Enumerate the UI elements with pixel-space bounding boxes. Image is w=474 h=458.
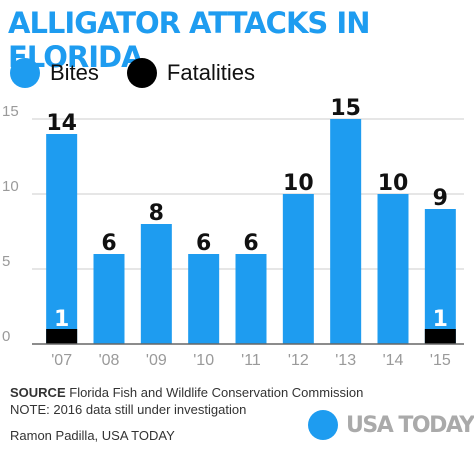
data-label: 8 [149,201,164,226]
chart-title: ALLIGATOR ATTACKS IN FLORIDA [8,6,370,74]
x-tick-label: '08 [99,352,120,369]
x-tick-label: '07 [51,352,72,369]
data-label: 14 [46,111,77,136]
x-tick-label: '14 [383,352,404,369]
usa-today-dot-icon [308,410,338,440]
bite-bar [93,254,125,344]
data-label: 15 [330,96,361,121]
credit-line: Ramon Padilla, USA TODAY [10,428,175,443]
x-tick-label: '15 [430,352,451,369]
x-tick-label: '13 [335,352,356,369]
fatality-bar [46,329,78,344]
legend-label-bites: Bites [50,60,99,85]
fatality-bar [424,329,456,344]
fatality-label: 1 [433,307,448,332]
bite-bar [140,224,172,344]
legend-item-bites: Bites [10,58,99,88]
y-tick-label: 0 [2,328,10,345]
usa-today-logo: USA TODAY [308,410,474,440]
legend: Bites Fatalities [10,58,283,88]
bite-bar [377,194,409,344]
note-line: NOTE: 2016 data still under investigatio… [10,402,247,417]
x-tick-label: '12 [288,352,309,369]
y-tick-label: 10 [2,178,19,195]
bite-bar [424,209,456,344]
source-line: SOURCE Florida Fish and Wildlife Conserv… [10,385,363,401]
y-tick-label: 15 [2,103,19,120]
legend-swatch-fatalities [126,58,157,88]
x-tick-label: '10 [193,352,214,369]
fatality-label: 1 [54,307,69,332]
usa-today-wordmark: USA TODAY [346,412,474,438]
data-label: 6 [243,231,258,256]
data-label: 10 [283,171,314,196]
data-label: 6 [101,231,116,256]
legend-label-fatalities: Fatalities [166,60,255,85]
legend-swatch-bites [10,58,40,88]
x-tick-label: '09 [146,352,167,369]
bite-bar [282,194,314,344]
legend-item-fatalities: Fatalities [126,58,255,88]
data-label: 10 [378,171,409,196]
bite-bar [235,254,267,344]
bite-bar [330,119,362,344]
bar-chart: 0 5 10 15 1 14 '07 6 '08 8 '09 6 '10 6 '11 10 '12 15 '13 10… [2,96,464,369]
bite-bar [188,254,220,344]
x-tick-label: '11 [241,352,261,369]
y-tick-label: 5 [2,253,10,270]
source-text: Florida Fish and Wildlife Conservation C… [69,385,364,400]
source-label: SOURCE [10,385,66,400]
bite-bar [46,134,78,344]
data-label: 6 [196,231,211,256]
data-label: 9 [433,186,448,211]
